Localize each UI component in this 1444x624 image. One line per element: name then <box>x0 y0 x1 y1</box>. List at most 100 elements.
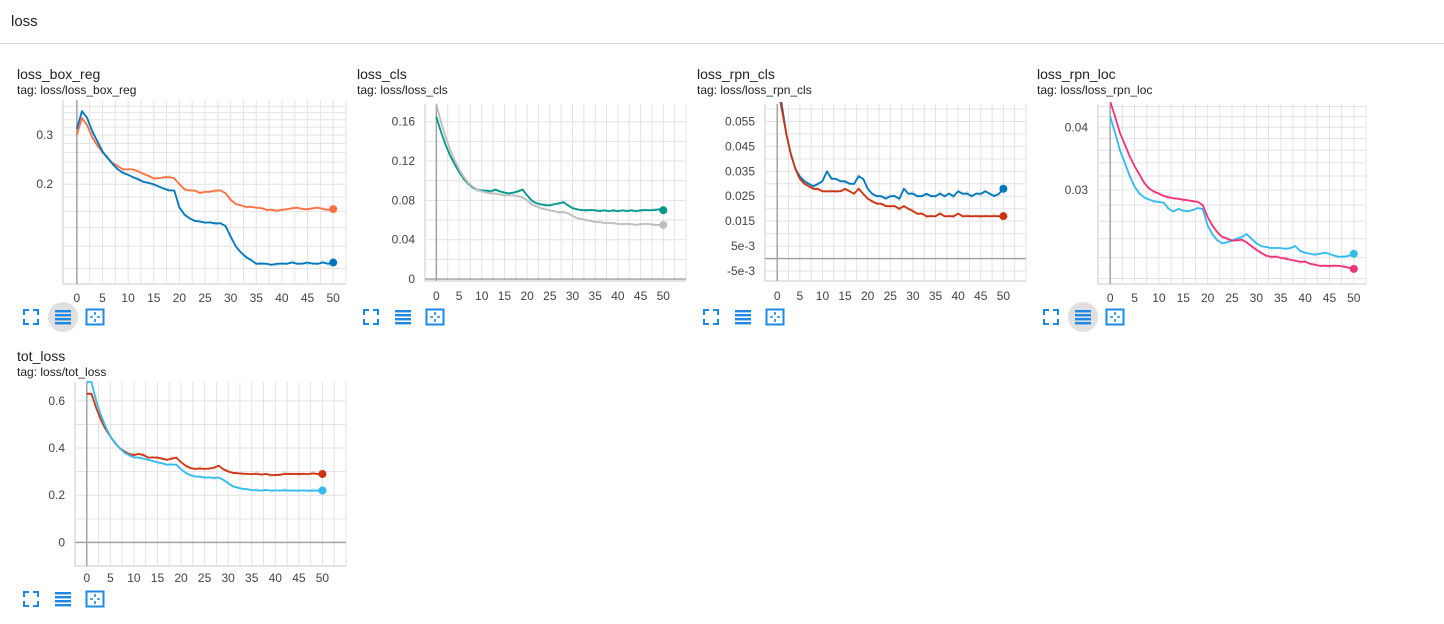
log-scale-button[interactable] <box>48 302 78 332</box>
y-tick-label: 0.055 <box>725 114 755 128</box>
log-scale-button[interactable] <box>388 302 418 332</box>
y-tick-label: 0.04 <box>392 233 416 247</box>
y-tick-label: 0.3 <box>36 128 53 142</box>
chart-card-loss-rpn-cls: loss_rpn_cls tag: loss/loss_rpn_cls -5e-… <box>680 66 1027 336</box>
x-tick-label: 45 <box>1323 291 1337 305</box>
series-end-point <box>318 470 327 478</box>
chart-title: tot_loss <box>17 348 66 364</box>
log-scale-button[interactable] <box>1068 302 1098 332</box>
y-tick-label: 0.4 <box>48 441 65 455</box>
group-title: loss <box>11 13 38 30</box>
series-end-point <box>999 184 1008 193</box>
series-line <box>75 110 334 266</box>
y-tick-label: -5e-3 <box>727 264 755 278</box>
chart-tag: tag: loss/loss_rpn_loc <box>1037 83 1153 97</box>
expand-chart-button[interactable] <box>16 584 46 614</box>
x-tick-label: 10 <box>816 289 830 303</box>
x-tick-label: 45 <box>634 289 648 303</box>
series-line <box>779 102 1004 218</box>
x-tick-label: 40 <box>275 291 289 305</box>
line-chart[interactable]: 0 0.04 0.08 0.12 0.16 0 5 10 15 20 25 30 35 40 45 50 <box>340 66 687 303</box>
x-tick-label: 35 <box>929 289 943 303</box>
x-tick-label: 10 <box>121 291 135 305</box>
series-line <box>1109 102 1354 270</box>
series-end-point <box>659 220 668 229</box>
x-tick-label: 10 <box>127 571 141 585</box>
y-tick-label: 0 <box>58 535 65 549</box>
expand-chart-button[interactable] <box>16 302 46 332</box>
x-tick-label: 35 <box>1274 291 1288 305</box>
x-tick-label: 35 <box>250 291 264 305</box>
expand-chart-button[interactable] <box>1036 302 1066 332</box>
series-line <box>435 103 664 226</box>
x-tick-label: 15 <box>147 291 161 305</box>
chart-tag: tag: loss/tot_loss <box>17 365 107 379</box>
x-tick-label: 40 <box>951 289 965 303</box>
x-tick-label: 30 <box>906 289 920 303</box>
group-header: loss <box>0 0 1444 44</box>
y-tick-label: 5e-3 <box>731 239 755 253</box>
series-end-point <box>999 212 1008 221</box>
chart-tag: tag: loss/loss_box_reg <box>17 83 137 97</box>
series-end-point <box>1349 264 1358 273</box>
chart-card-tot-loss: tot_loss tag: loss/tot_loss 0 0.2 0.4 0.6 0 5… <box>0 348 347 618</box>
x-tick-label: 5 <box>107 571 114 585</box>
fit-domain-button[interactable] <box>80 584 110 614</box>
chart-title: loss_cls <box>357 66 407 82</box>
x-tick-label: 30 <box>221 571 235 585</box>
x-tick-label: 30 <box>566 289 580 303</box>
fit-domain-button[interactable] <box>80 302 110 332</box>
chart-tag: tag: loss/loss_rpn_cls <box>697 83 812 97</box>
x-tick-label: 50 <box>997 289 1011 303</box>
chart-card-loss-box-reg: loss_box_reg tag: loss/loss_box_reg 0.2 0… <box>0 66 347 336</box>
x-tick-label: 25 <box>884 289 898 303</box>
line-chart[interactable]: -5e-3 5e-3 0.015 0.025 0.035 0.045 0.055 0 5 10 15… <box>680 66 1027 303</box>
series-line <box>780 102 1005 200</box>
x-tick-label: 50 <box>1347 291 1361 305</box>
y-tick-label: 0.08 <box>392 193 416 207</box>
chart-title: loss_rpn_cls <box>697 66 775 82</box>
x-tick-label: 45 <box>974 289 988 303</box>
x-tick-label: 35 <box>589 289 603 303</box>
x-tick-label: 40 <box>611 289 625 303</box>
log-scale-button[interactable] <box>728 302 758 332</box>
x-tick-label: 0 <box>73 291 80 305</box>
fit-domain-button[interactable] <box>420 302 450 332</box>
series-line <box>86 381 323 492</box>
chart-title: loss_rpn_loc <box>1037 66 1116 82</box>
fit-domain-button[interactable] <box>1100 302 1130 332</box>
series-line <box>86 392 323 477</box>
line-chart[interactable]: 0.2 0.3 0 5 10 15 20 25 30 35 40 45 50 <box>0 66 347 305</box>
expand-chart-button[interactable] <box>356 302 386 332</box>
x-tick-label: 25 <box>543 289 557 303</box>
y-tick-label: 0.015 <box>725 214 755 228</box>
y-tick-label: 0.025 <box>725 189 755 203</box>
chart-card-loss-rpn-loc: loss_rpn_loc tag: loss/loss_rpn_loc 0.03… <box>1020 66 1367 336</box>
x-tick-label: 25 <box>1225 291 1239 305</box>
line-chart[interactable]: 0.03 0.04 0 5 10 15 20 25 30 35 40 45 50 <box>1020 66 1367 305</box>
chart-card-loss-cls: loss_cls tag: loss/loss_cls 0 0.04 0.08 0.1… <box>340 66 687 336</box>
x-tick-label: 25 <box>198 291 212 305</box>
x-tick-label: 5 <box>99 291 106 305</box>
series-end-point <box>1349 249 1358 258</box>
x-tick-label: 20 <box>861 289 875 303</box>
fit-domain-button[interactable] <box>760 302 790 332</box>
x-tick-label: 25 <box>198 571 212 585</box>
x-tick-label: 40 <box>1298 291 1312 305</box>
y-tick-label: 0.12 <box>392 154 416 168</box>
expand-chart-button[interactable] <box>696 302 726 332</box>
x-tick-label: 15 <box>498 289 512 303</box>
x-tick-label: 35 <box>245 571 259 585</box>
y-tick-label: 0.035 <box>725 164 755 178</box>
y-tick-label: 0.2 <box>48 488 65 502</box>
x-tick-label: 45 <box>301 291 315 305</box>
series-end-point <box>659 206 668 215</box>
series-end-point <box>318 486 327 495</box>
line-chart[interactable]: 0 0.2 0.4 0.6 0 5 10 15 20 25 30 35 40 45 50 <box>0 348 347 585</box>
y-tick-label: 0.6 <box>48 394 65 408</box>
y-tick-label: 0.045 <box>725 139 755 153</box>
x-tick-label: 50 <box>316 571 330 585</box>
series-end-point <box>329 205 338 214</box>
log-scale-button[interactable] <box>48 584 78 614</box>
x-tick-label: 10 <box>1152 291 1166 305</box>
